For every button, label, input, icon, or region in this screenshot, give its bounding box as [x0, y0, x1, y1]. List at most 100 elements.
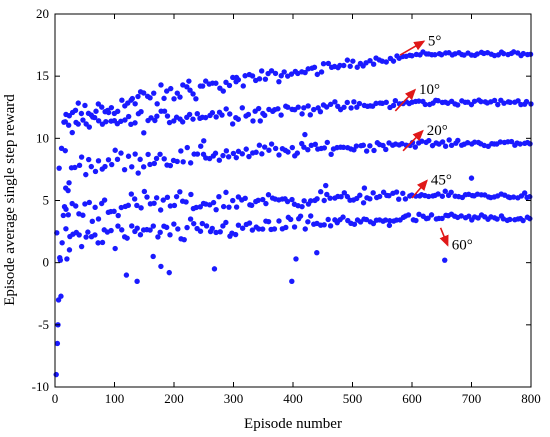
- data-point: [138, 205, 144, 211]
- data-point: [325, 216, 331, 223]
- data-point: [163, 224, 170, 231]
- data-point: [259, 226, 266, 232]
- data-point: [161, 108, 168, 114]
- data-point: [442, 188, 448, 194]
- y-tick-label: 20: [36, 6, 49, 21]
- data-point: [367, 57, 373, 64]
- data-point: [510, 194, 517, 200]
- data-point: [242, 73, 248, 79]
- data-point: [147, 227, 153, 233]
- data-point: [285, 149, 291, 155]
- data-point: [278, 112, 284, 118]
- data-point: [240, 83, 246, 89]
- data-point: [448, 142, 455, 149]
- data-point: [209, 110, 216, 116]
- data-point: [213, 206, 219, 213]
- data-point: [128, 191, 135, 197]
- data-point: [353, 143, 360, 149]
- data-point: [62, 147, 68, 154]
- data-point: [197, 228, 204, 234]
- data-point: [527, 215, 533, 222]
- data-point: [350, 58, 356, 64]
- data-point: [223, 79, 229, 85]
- data-point: [78, 243, 85, 250]
- data-point: [442, 257, 448, 263]
- data-point: [507, 216, 513, 223]
- data-point: [150, 253, 156, 260]
- data-point: [125, 153, 132, 159]
- annotation-arrow: [439, 227, 449, 247]
- data-point: [347, 63, 353, 69]
- data-point: [327, 101, 334, 108]
- data-point: [173, 193, 180, 200]
- data-point: [153, 195, 160, 201]
- data-point: [376, 193, 383, 200]
- data-point: [65, 122, 72, 128]
- data-point: [344, 57, 351, 63]
- data-point: [203, 78, 209, 84]
- data-point: [370, 61, 377, 67]
- data-point: [510, 49, 517, 55]
- data-point: [161, 156, 167, 162]
- data-point: [186, 111, 193, 118]
- data-point: [225, 154, 232, 160]
- data-point: [190, 116, 196, 122]
- data-point: [405, 212, 412, 218]
- data-point: [134, 278, 140, 285]
- data-point: [140, 90, 147, 96]
- data-point: [323, 182, 329, 189]
- data-point: [425, 215, 431, 221]
- data-point: [338, 194, 344, 200]
- data-point: [371, 147, 377, 154]
- data-point: [396, 196, 402, 202]
- data-point: [235, 116, 241, 122]
- data-point: [171, 118, 177, 124]
- data-point: [150, 223, 157, 229]
- data-point: [186, 78, 192, 84]
- data-point: [174, 90, 180, 96]
- data-point: [360, 142, 367, 148]
- data-point: [191, 220, 197, 227]
- data-point: [425, 193, 432, 200]
- data-point: [187, 87, 193, 93]
- data-point: [242, 195, 248, 201]
- data-point: [158, 82, 164, 88]
- data-point: [166, 119, 173, 126]
- data-point: [390, 102, 397, 109]
- data-point: [219, 112, 225, 118]
- data-point: [148, 115, 154, 121]
- data-point: [135, 93, 141, 100]
- data-point: [435, 191, 441, 197]
- data-point: [318, 189, 324, 195]
- data-point: [78, 154, 85, 160]
- data-point: [65, 212, 71, 218]
- data-point: [216, 157, 223, 163]
- data-point: [76, 232, 82, 238]
- data-point: [301, 198, 307, 204]
- data-point: [193, 96, 199, 102]
- data-point: [131, 196, 138, 202]
- annotation-arrow: [399, 40, 426, 56]
- data-point: [301, 105, 307, 111]
- data-point: [157, 229, 163, 236]
- data-point: [197, 204, 203, 210]
- data-point: [112, 245, 118, 252]
- data-point: [175, 226, 181, 232]
- data-point: [474, 51, 480, 57]
- data-point: [271, 226, 278, 232]
- data-point: [161, 95, 167, 102]
- y-axis-label: Episode average single step reward: [2, 94, 18, 306]
- data-point: [209, 225, 215, 232]
- data-point: [497, 139, 504, 145]
- data-point: [60, 212, 67, 219]
- data-point: [312, 141, 319, 148]
- data-point: [363, 216, 370, 223]
- data-point: [351, 99, 357, 105]
- data-point: [188, 191, 194, 198]
- data-point: [180, 159, 186, 165]
- data-point: [284, 104, 291, 110]
- data-point: [177, 94, 183, 100]
- y-tick-label: 0: [43, 255, 50, 270]
- data-point: [83, 234, 89, 240]
- data-point: [520, 217, 526, 224]
